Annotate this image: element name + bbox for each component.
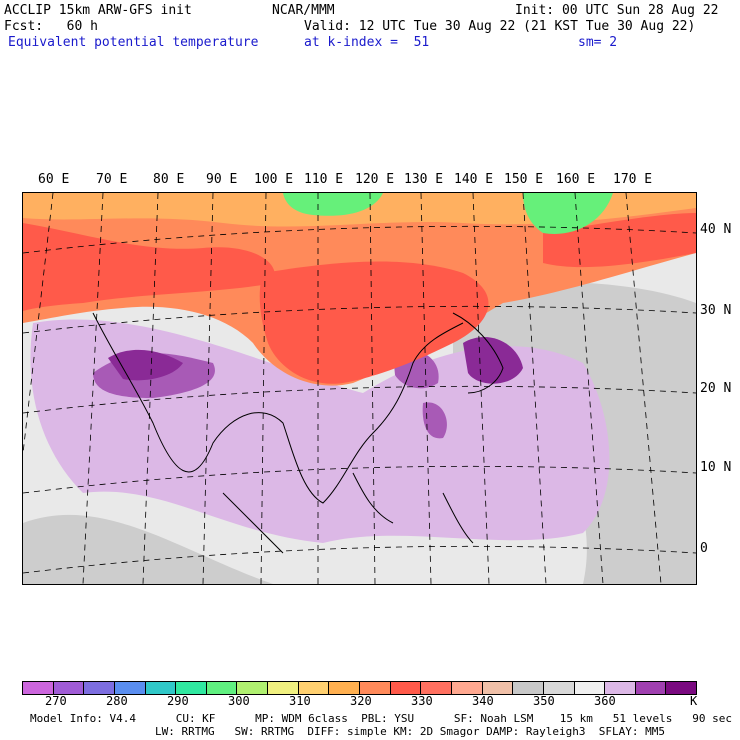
lon-label: 150 E [504,172,544,187]
lat-label: 40 N [700,222,732,237]
colorbar-swatch [666,682,697,694]
colorbar-swatch [605,682,636,694]
lon-label: 60 E [38,172,70,187]
colorbar-swatch [53,682,85,694]
map-panel [22,192,697,585]
colorbar-swatch [574,682,606,694]
hot-land-region [543,213,696,268]
colorbar-label: 290 [167,694,189,708]
lat-label: 30 N [700,303,732,318]
institution-label: NCAR/MMM [272,3,335,18]
lon-label: 130 E [404,172,444,187]
colorbar-label: 300 [228,694,250,708]
level-label: at k-index = 51 [304,35,430,50]
colorbar-swatch [237,682,269,694]
colorbar-label: 270 [45,694,67,708]
colorbar-swatch [543,682,575,694]
colorbar-swatch [145,682,177,694]
colorbar-label: 350 [533,694,555,708]
model-info-line1: Model Info: V4.4 CU: KF MP: WDM 6class P… [30,712,732,725]
colorbar-swatch [360,682,391,694]
model-title: ACCLIP 15km ARW-GFS init [4,3,192,18]
colorbar-label: 280 [106,694,128,708]
colorbar-swatch [451,682,483,694]
forecast-hour: Fcst: 60 h [4,19,98,34]
colorbar-unit: K [690,694,698,708]
lon-label: 170 E [613,172,653,187]
smoothing-label: sm= 2 [578,35,618,50]
colorbar-label: 320 [350,694,372,708]
lon-label: 70 E [96,172,128,187]
lon-label: 100 E [254,172,294,187]
dark-purple-core [463,337,523,384]
model-info-line2: LW: RRTMG SW: RRTMG DIFF: simple KM: 2D … [155,725,665,738]
colorbar-swatch [482,682,514,694]
lon-label: 140 E [454,172,494,187]
theta-e-field [23,193,696,584]
colorbar-label: 360 [594,694,616,708]
colorbar-swatch [513,682,544,694]
lon-label: 110 E [304,172,344,187]
colorbar-label: 340 [472,694,494,708]
lon-label: 90 E [206,172,238,187]
lon-label: 80 E [153,172,185,187]
field-name: Equivalent potential temperature [8,35,259,50]
colorbar-swatch [84,682,115,694]
lat-label: 10 N [700,460,732,475]
colorbar-swatch [206,682,238,694]
colorbar-swatch [635,682,667,694]
colorbar-swatch [23,682,54,694]
colorbar-swatch [114,682,146,694]
lon-label: 120 E [355,172,395,187]
colorbar-swatch [268,682,299,694]
colorbar-swatch [298,682,330,694]
colorbar-swatch [421,682,452,694]
coastlines [92,312,504,554]
colorbar-swatch [176,682,207,694]
purple-core [422,402,447,439]
colorbar-swatch [390,682,422,694]
ocean-gray-region [23,514,273,584]
colorbar-swatch [329,682,361,694]
green-band [283,193,383,216]
colorbar-label: 330 [411,694,433,708]
lat-label: 0 [700,541,708,556]
green-band [523,193,613,234]
init-time: Init: 00 UTC Sun 28 Aug 22 [515,3,719,18]
hot-land-region [259,261,489,384]
lat-label: 20 N [700,381,732,396]
hot-land-region [23,223,275,311]
colorbar [22,681,697,695]
colorbar-label: 310 [289,694,311,708]
dark-purple-core [108,349,183,381]
valid-time: Valid: 12 UTC Tue 30 Aug 22 (21 KST Tue … [304,19,696,34]
lon-label: 160 E [556,172,596,187]
